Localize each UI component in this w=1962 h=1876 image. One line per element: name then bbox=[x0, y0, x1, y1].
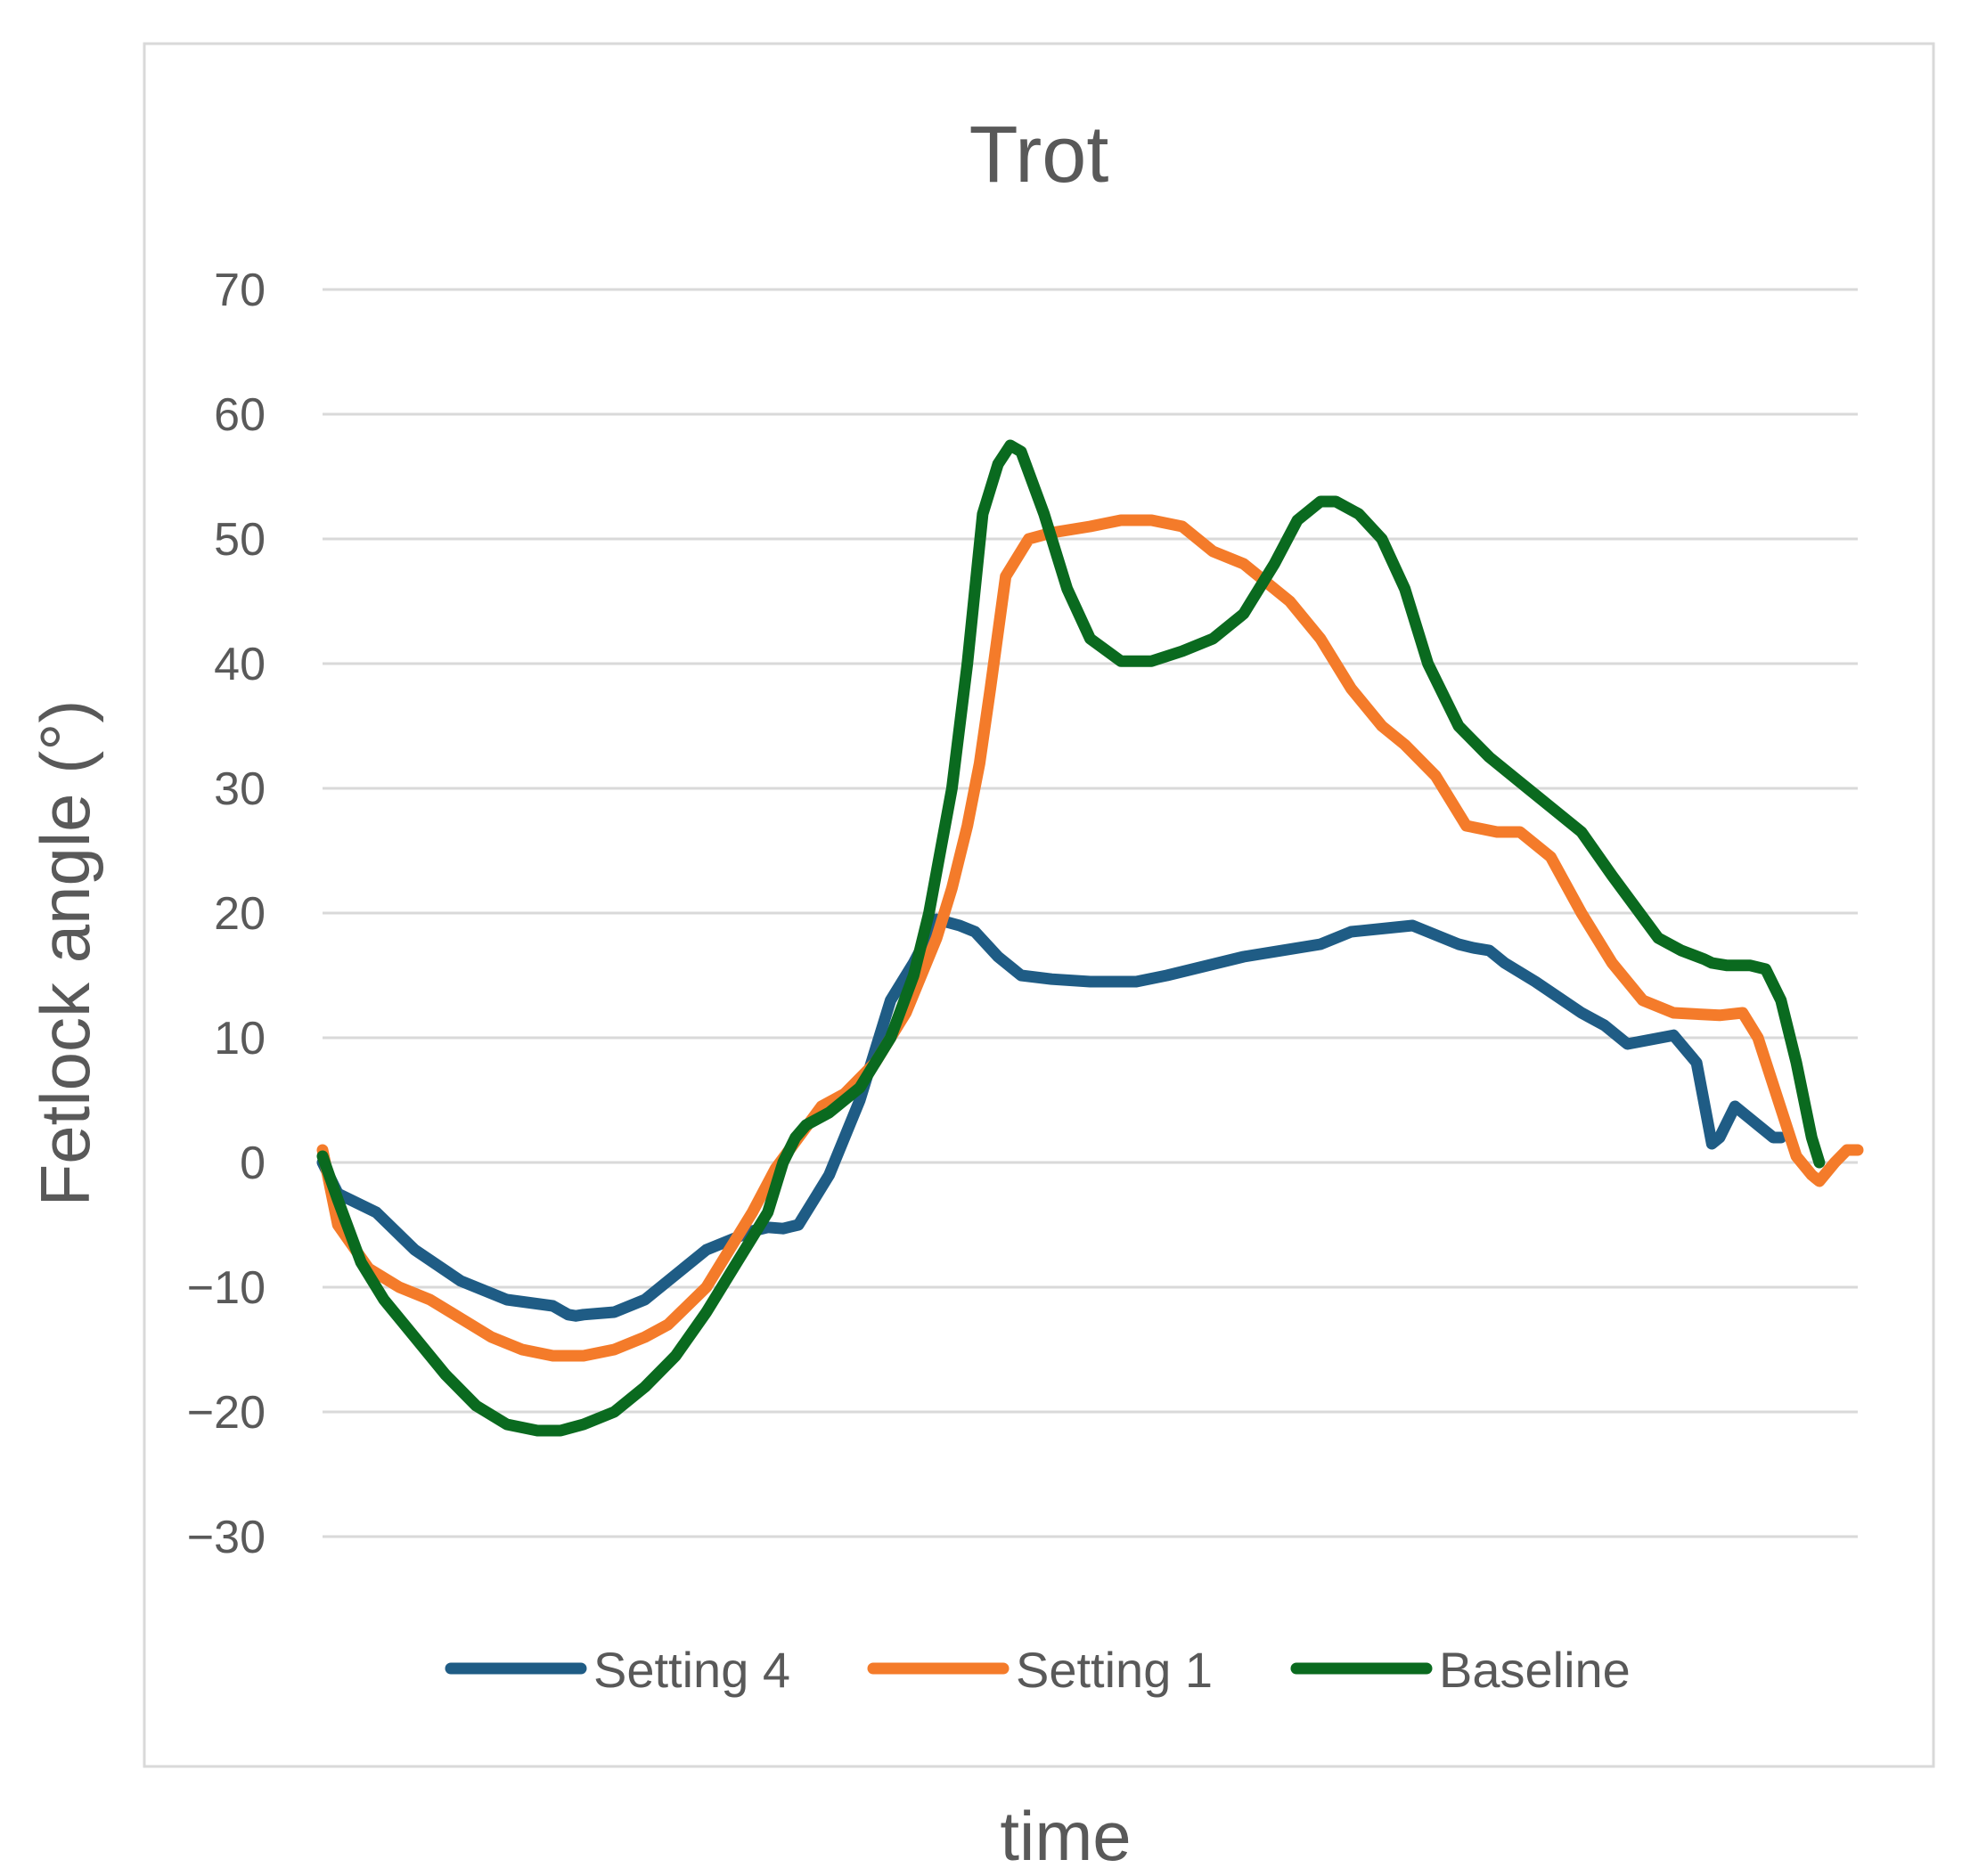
y-tick-label: −20 bbox=[187, 1387, 266, 1439]
series-line-setting-1 bbox=[316, 514, 1864, 1362]
legend: Setting 4 Setting 1 Baseline bbox=[445, 1642, 1631, 1698]
gridlines bbox=[323, 288, 1858, 1538]
y-tick-label: 0 bbox=[240, 1138, 266, 1189]
y-tick-label: −10 bbox=[187, 1262, 266, 1314]
chart-title: Trot bbox=[969, 110, 1109, 200]
chart-area-border bbox=[143, 42, 1935, 1768]
y-tick-label: 20 bbox=[214, 888, 266, 940]
y-tick-label: 30 bbox=[214, 763, 266, 815]
y-axis-title: Fetlock angle (°) bbox=[26, 700, 104, 1207]
legend-label-baseline: Baseline bbox=[1439, 1642, 1631, 1698]
y-tick-label: 70 bbox=[214, 265, 266, 316]
legend-label-setting-4: Setting 4 bbox=[593, 1642, 790, 1698]
x-axis-title: time bbox=[1000, 1797, 1131, 1875]
y-tick-label: −30 bbox=[187, 1512, 266, 1563]
series-line-setting-4 bbox=[316, 913, 1787, 1322]
series-line-baseline bbox=[316, 439, 1826, 1437]
y-axis-tick-labels: 70 60 50 40 30 20 10 0 −10 −20 −30 bbox=[187, 265, 266, 1563]
y-tick-label: 10 bbox=[214, 1013, 266, 1064]
y-tick-label: 50 bbox=[214, 514, 266, 566]
data-series bbox=[316, 439, 1864, 1437]
y-tick-label: 60 bbox=[214, 389, 266, 441]
y-tick-label: 40 bbox=[214, 639, 266, 690]
legend-label-setting-1: Setting 1 bbox=[1016, 1642, 1213, 1698]
